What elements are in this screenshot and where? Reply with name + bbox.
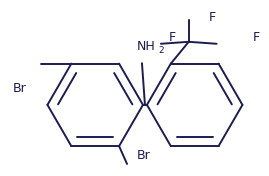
Text: NH: NH <box>137 40 156 53</box>
Text: F: F <box>252 31 260 44</box>
Text: 2: 2 <box>158 46 164 55</box>
Text: Br: Br <box>137 149 151 162</box>
Text: F: F <box>209 11 216 24</box>
Text: Br: Br <box>13 81 26 95</box>
Text: F: F <box>169 31 176 44</box>
